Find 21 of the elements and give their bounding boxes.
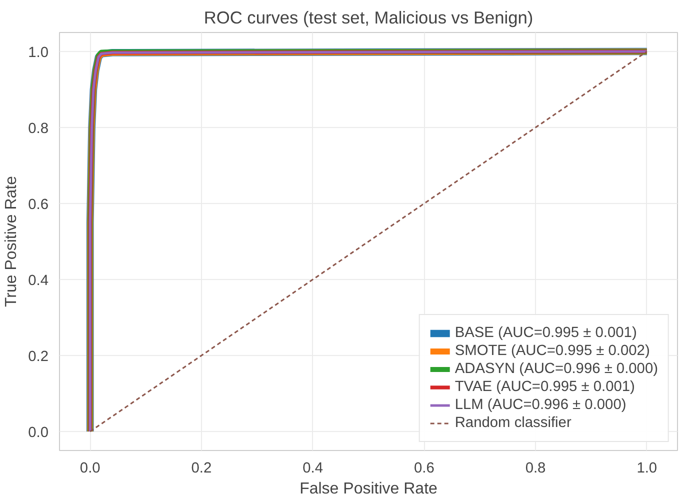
y-tick-label: 0.4	[28, 273, 48, 289]
legend-label: TVAE (AUC=0.995 ± 0.001)	[454, 379, 635, 395]
y-tick-label: 0.0	[28, 425, 48, 441]
legend-label: SMOTE (AUC=0.995 ± 0.002)	[454, 343, 650, 359]
y-tick-label: 0.6	[28, 197, 48, 213]
x-tick-label: 0.4	[302, 460, 324, 476]
chart-title: ROC curves (test set, Malicious vs Benign)	[204, 8, 534, 28]
legend-label: BASE (AUC=0.995 ± 0.001)	[454, 325, 637, 341]
y-tick-label: 0.8	[28, 121, 48, 137]
y-tick-label: 0.2	[28, 349, 48, 365]
x-tick-label: 0.2	[191, 460, 212, 476]
x-tick-label: 1.0	[636, 460, 658, 476]
legend-label: ADASYN (AUC=0.996 ± 0.000)	[454, 361, 658, 377]
legend-label: LLM (AUC=0.996 ± 0.000)	[454, 397, 626, 413]
x-axis-title: False Positive Rate	[300, 480, 438, 498]
legend-label: Random classifier	[454, 415, 572, 431]
y-axis-title: True Positive Rate	[3, 176, 20, 308]
x-tick-label: 0.6	[414, 460, 434, 476]
x-tick-label: 0.8	[525, 460, 546, 476]
y-tick-label: 1.0	[28, 45, 48, 61]
x-tick-label: 0.0	[80, 460, 100, 476]
